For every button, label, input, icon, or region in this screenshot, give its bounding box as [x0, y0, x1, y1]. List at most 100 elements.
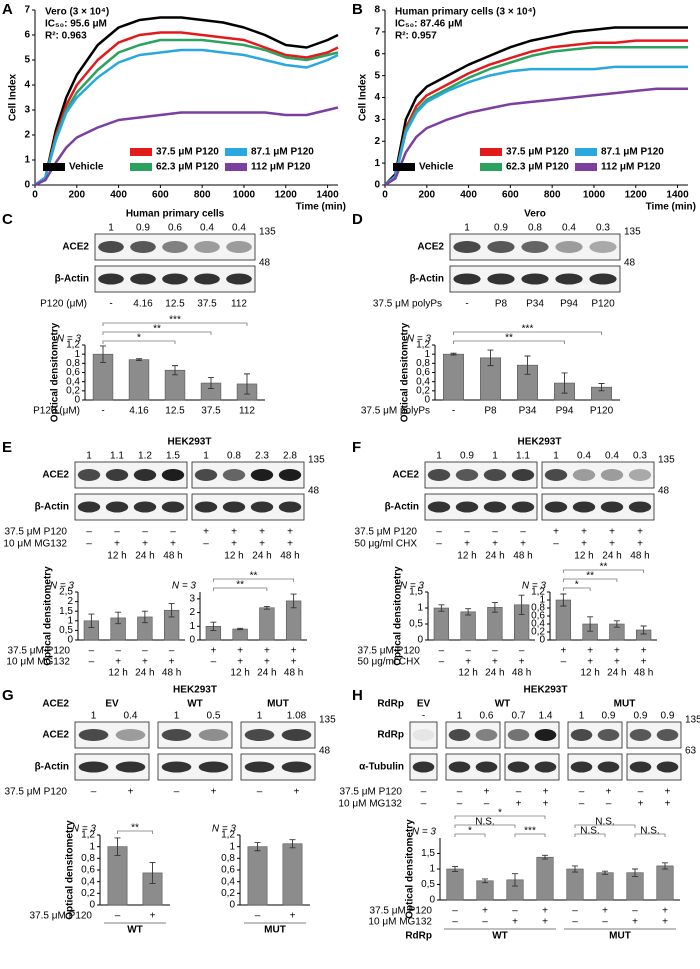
- y-tick-label: 0,8: [81, 853, 95, 864]
- row-value: –: [436, 527, 442, 538]
- row-value: –: [439, 657, 445, 668]
- bar: [446, 868, 464, 901]
- legend-swatch: [225, 148, 247, 156]
- significance-bracket: [453, 331, 602, 335]
- series-line: [34, 16, 339, 187]
- loading-band: [656, 761, 679, 773]
- loading-band: [133, 501, 157, 513]
- row-value: +: [290, 911, 296, 922]
- row-value: +: [287, 539, 293, 550]
- row-value: +: [665, 799, 671, 810]
- significance-bracket: [574, 833, 606, 837]
- band-intensity: 0.6: [480, 711, 494, 722]
- band-intensity: 1.5: [166, 451, 180, 462]
- row-value: –: [519, 646, 525, 657]
- y-tick-label: 7: [24, 5, 30, 16]
- y-axis-label: Optical densitometry: [65, 820, 76, 920]
- row-label: 10 μM MG132: [338, 799, 402, 810]
- error-bar: [141, 610, 148, 624]
- band: [597, 729, 620, 741]
- band: [250, 469, 274, 481]
- x-axis-label: 37.5 μM polyPs: [361, 406, 430, 417]
- n-label: N = 3: [57, 334, 82, 345]
- row-value: –: [579, 787, 585, 798]
- error-bar: [560, 593, 567, 607]
- significance-bracket: [454, 833, 486, 837]
- band-intensity: 1: [464, 223, 470, 234]
- error-bar: [289, 839, 296, 849]
- n-label: N = 3: [212, 824, 237, 835]
- row-value: –: [638, 787, 644, 798]
- x-tick-label: 37.5: [201, 406, 221, 417]
- band-intensity: 1.1: [516, 451, 530, 462]
- marker-label: 135: [685, 715, 700, 726]
- y-tick-label: 6: [24, 30, 30, 41]
- y-tick-label: 2: [374, 136, 380, 147]
- band-intensity: 2.8: [283, 451, 297, 462]
- band-intensity: -: [422, 711, 425, 722]
- loading-band: [278, 501, 302, 513]
- y-tick-label: 2,5: [59, 587, 73, 598]
- band-intensity: 1: [174, 711, 180, 722]
- x-tick-label: 12 h: [580, 668, 599, 679]
- significance-label: N.S.: [640, 826, 659, 837]
- error-bar: [450, 352, 457, 356]
- y-tick-label: 1: [539, 595, 545, 606]
- protein-label: ACE2: [417, 242, 444, 253]
- y-tick-label: 0,4: [531, 619, 545, 630]
- y-tick-label: 1: [24, 155, 30, 166]
- row-value: –: [457, 787, 463, 798]
- row-value: +: [606, 787, 612, 798]
- row-value: –: [255, 911, 261, 922]
- bar: [433, 607, 450, 641]
- group-label: MUT: [264, 925, 286, 936]
- row-value: +: [665, 787, 671, 798]
- error-bar: [602, 870, 608, 875]
- legend-swatch: [480, 148, 502, 156]
- y-tick-label: 0,2: [66, 385, 80, 396]
- band: [521, 241, 549, 253]
- significance-label: **: [250, 571, 258, 582]
- row-value: +: [492, 539, 498, 550]
- y-tick-label: 0,5: [421, 879, 435, 890]
- row-value: –: [520, 527, 526, 538]
- y-tick-label: 2: [24, 130, 30, 141]
- marker-label: 48: [319, 746, 331, 757]
- x-tick-label: 48 h: [162, 668, 181, 679]
- legend-swatch: [575, 148, 597, 156]
- y-tick-label: 0: [539, 635, 545, 646]
- band-intensity: 0.4: [605, 451, 619, 462]
- band-intensity: 1: [108, 223, 114, 234]
- row-value: -: [465, 299, 468, 310]
- error-bar: [244, 373, 250, 395]
- band: [427, 469, 451, 481]
- significance-bracket: [562, 578, 618, 582]
- y-tick-label: 0: [89, 900, 95, 911]
- significance-bracket: [102, 340, 176, 344]
- row-value: –: [452, 917, 458, 928]
- bar: [596, 872, 614, 901]
- y-tick-label: 1,2: [531, 587, 545, 598]
- loading-band: [222, 501, 246, 513]
- row-value: 48 h: [630, 551, 649, 562]
- band-intensity: 1: [492, 451, 498, 462]
- marker-label: 135: [259, 227, 276, 238]
- loading-band: [555, 273, 583, 285]
- loading-band: [628, 501, 652, 513]
- y-tick-label: 2: [189, 607, 195, 618]
- loading-band: [483, 501, 507, 513]
- marker-label: 135: [308, 455, 325, 466]
- x-tick-label: 1200: [275, 190, 298, 201]
- row-value: +: [264, 657, 270, 668]
- band: [483, 469, 507, 481]
- y-tick-label: 0,4: [221, 876, 235, 887]
- significance-label: *: [468, 826, 472, 837]
- band: [572, 469, 596, 481]
- row-value: +: [560, 646, 566, 657]
- row-label: 37.5 μM P120: [340, 787, 403, 798]
- group-label: WT: [492, 931, 508, 942]
- blot-title: HEK293T: [173, 685, 217, 696]
- row-value: –: [484, 799, 490, 810]
